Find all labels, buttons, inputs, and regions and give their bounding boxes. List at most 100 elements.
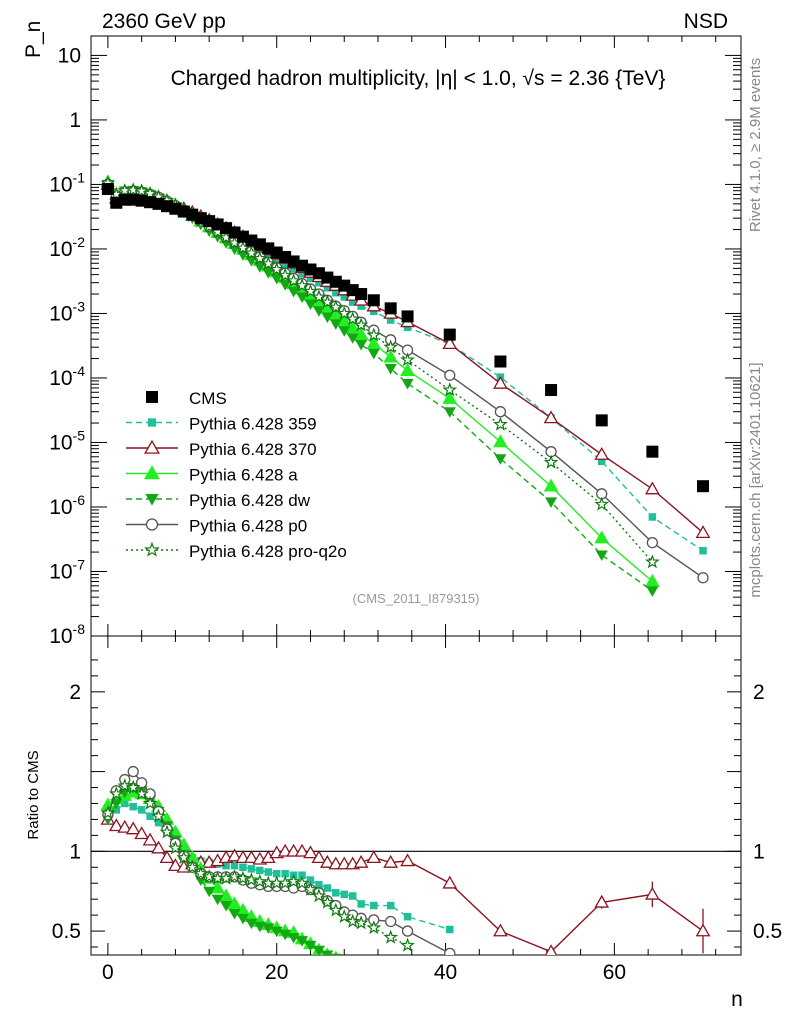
data-point (235, 870, 251, 885)
data-point (144, 465, 160, 480)
data-point (168, 858, 183, 872)
header-left: 2360 GeV pp (102, 10, 226, 33)
data-point (144, 541, 160, 557)
data-point (355, 340, 368, 351)
data-point (401, 310, 414, 323)
data-point (298, 871, 306, 879)
data-point (134, 826, 150, 840)
data-point (494, 454, 507, 465)
data-point (384, 364, 397, 375)
series-main-pq2o (100, 175, 660, 569)
data-point (220, 901, 233, 912)
data-point (304, 299, 317, 311)
y-tick-label: 1 (69, 109, 81, 132)
data-point (296, 936, 309, 947)
data-point (306, 274, 315, 283)
data-point (321, 312, 334, 324)
data-point (594, 496, 610, 511)
data-point (493, 434, 508, 448)
data-point (346, 333, 359, 344)
data-point (211, 894, 224, 906)
data-point (110, 798, 123, 810)
data-point (444, 369, 456, 381)
data-point (137, 806, 146, 814)
data-point (151, 808, 166, 823)
data-point (367, 348, 380, 360)
data-point (386, 316, 395, 324)
data-point (227, 848, 242, 862)
data-point (125, 182, 141, 197)
data-point (252, 250, 268, 265)
data-point (595, 550, 608, 562)
data-point (127, 765, 139, 778)
data-point (294, 843, 310, 857)
data-point (227, 869, 242, 884)
series-main-pdw (101, 179, 659, 597)
data-point (321, 950, 334, 955)
data-point (697, 480, 710, 493)
data-point (401, 379, 414, 390)
data-point (108, 818, 124, 832)
side-label-top: Rivet 4.1.0, ≥ 2.9M events (747, 58, 764, 232)
x-axis-label: n (731, 988, 743, 1011)
y-tick-label: 10 (58, 44, 81, 67)
data-point (383, 339, 399, 354)
data-point (594, 530, 610, 544)
data-point (370, 901, 378, 910)
data-point (315, 278, 323, 287)
data-point (311, 888, 327, 903)
data-point (272, 869, 281, 878)
data-point (176, 849, 192, 865)
ratio-axis-label: Ratio to CMS (25, 750, 42, 839)
data-point (227, 896, 242, 910)
data-point (228, 909, 241, 920)
data-point (320, 294, 335, 309)
data-point (386, 901, 395, 910)
legend-entry: Pythia 6.428 359 (126, 415, 317, 434)
series-ratio-pq2o (100, 778, 415, 952)
data-point (304, 940, 317, 952)
data-point (320, 894, 335, 909)
data-point (645, 554, 660, 569)
y-tick-label: 10-7 (49, 556, 85, 583)
series-main-pa (100, 174, 660, 587)
data-point (644, 481, 660, 495)
ratio-tick-label-right: 2 (753, 681, 765, 704)
y-tick-label: 10-1 (49, 169, 85, 196)
data-point (493, 923, 508, 937)
data-point (270, 926, 283, 938)
data-point (303, 881, 318, 896)
data-point (101, 182, 114, 195)
data-point (244, 872, 259, 887)
data-point (494, 355, 507, 368)
x-tick-label: 0 (102, 961, 114, 984)
legend-entry: Pythia 6.428 370 (126, 439, 317, 459)
data-point (442, 336, 458, 350)
data-point (493, 375, 508, 389)
data-point (121, 799, 129, 808)
data-point (311, 289, 327, 304)
legend-entry: Pythia 6.428 pro-q2o (126, 541, 347, 561)
y-tick-label: 10-6 (49, 492, 85, 519)
data-point (494, 406, 507, 418)
data-point (289, 265, 298, 273)
side-label-bottom: mcplots.cern.ch [arXiv:2401.10621] (747, 362, 764, 597)
data-point (168, 840, 183, 855)
ratio-frame (90, 635, 742, 956)
data-point (442, 875, 458, 889)
data-point (146, 391, 158, 403)
data-point (543, 478, 559, 492)
y-tick-label: 10-8 (49, 621, 85, 648)
data-point (303, 283, 318, 298)
data-point (543, 454, 559, 469)
data-point (403, 912, 412, 921)
data-point (298, 270, 306, 278)
data-point (287, 932, 300, 944)
data-point (695, 923, 711, 937)
data-point (332, 288, 340, 297)
data-point (545, 384, 558, 397)
data-point (253, 921, 266, 933)
data-point (544, 944, 558, 955)
data-point (400, 937, 415, 952)
